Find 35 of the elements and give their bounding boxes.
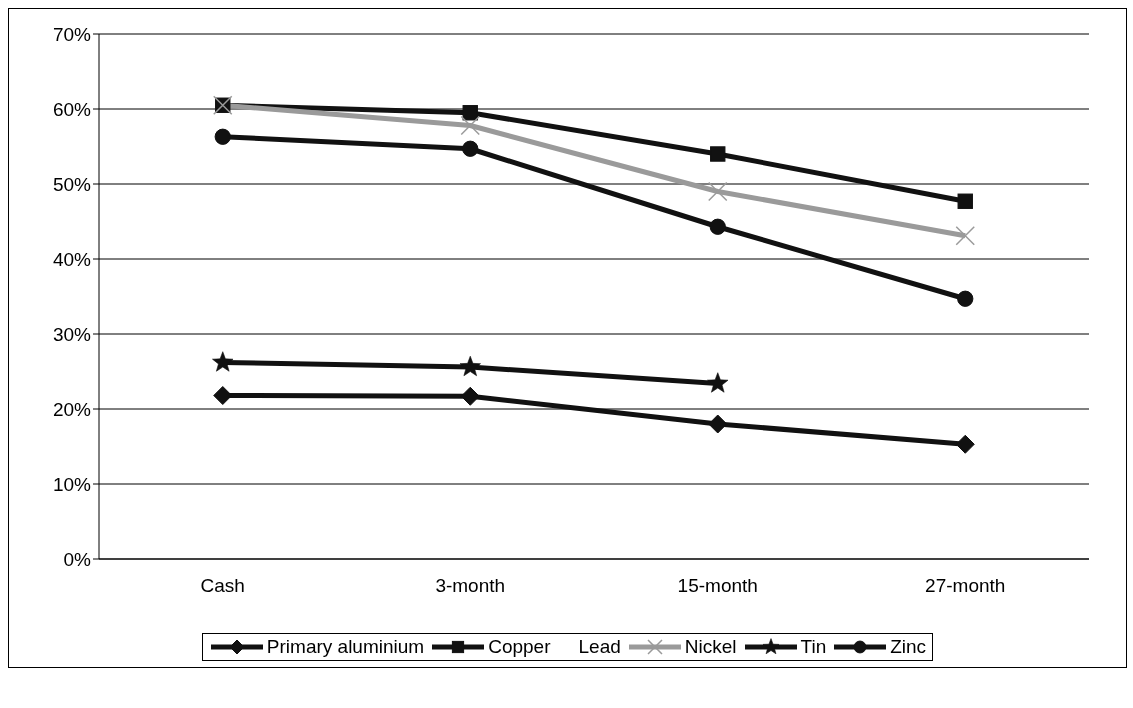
text: Lead	[578, 636, 621, 658]
x-tick-label: 3-month	[435, 575, 506, 597]
y-tick-label: 30%	[52, 323, 92, 345]
point	[957, 193, 973, 209]
point	[460, 386, 480, 406]
legend-label: Tin	[800, 636, 827, 658]
x-tick-label: Cash	[200, 575, 245, 597]
point	[708, 414, 728, 434]
legend-label: Nickel	[684, 636, 737, 658]
y-tick-label: 70%	[52, 23, 92, 45]
y-tick-label: 0%	[63, 548, 92, 570]
point	[213, 386, 233, 405]
y-tick-label: 10%	[52, 473, 92, 495]
x-tick-label: 27-month	[925, 575, 1006, 597]
point	[709, 218, 726, 235]
y-tick-label: 60%	[52, 98, 92, 120]
legend-label: Zinc	[890, 636, 927, 658]
x-tick-label: 15-month	[677, 575, 758, 597]
point	[955, 434, 975, 454]
point	[955, 226, 975, 246]
point	[459, 355, 481, 377]
point	[710, 146, 726, 162]
point	[462, 105, 478, 121]
point	[212, 351, 234, 372]
point	[214, 128, 231, 145]
point	[957, 290, 974, 307]
y-tick-label: 40%	[52, 248, 92, 270]
y-tick-label: 50%	[52, 173, 92, 195]
point	[708, 181, 728, 202]
point	[460, 115, 480, 136]
point	[707, 372, 729, 393]
point	[462, 140, 479, 157]
y-tick-label: 20%	[52, 398, 92, 420]
legend-label: Primary aluminium	[266, 636, 425, 658]
legend-label: Copper	[488, 636, 551, 658]
